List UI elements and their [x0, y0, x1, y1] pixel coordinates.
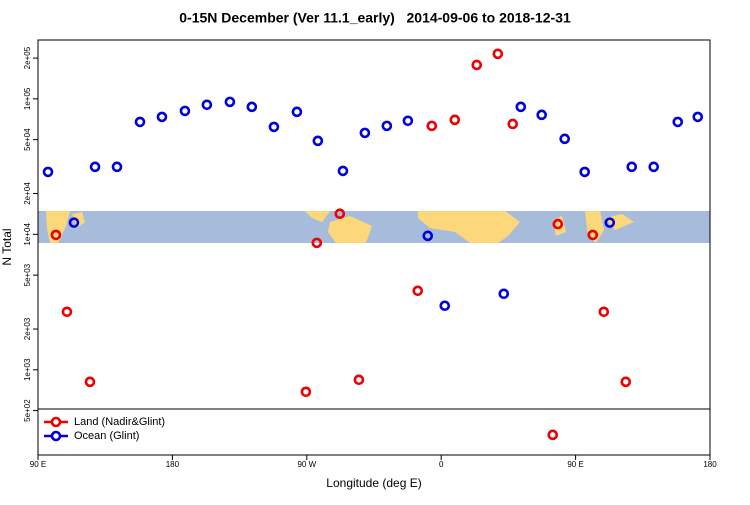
- y-tick-label: 1e+05: [23, 87, 32, 110]
- x-tick-label: 180: [166, 460, 180, 469]
- point: [61, 306, 73, 318]
- point: [334, 208, 346, 220]
- point: [626, 161, 638, 173]
- point: [498, 288, 510, 300]
- point: [426, 120, 438, 132]
- point: [134, 116, 146, 128]
- point: [587, 229, 599, 241]
- point: [648, 161, 660, 173]
- legend-marker: [50, 416, 62, 428]
- point: [381, 120, 393, 132]
- point: [337, 165, 349, 177]
- point: [359, 127, 371, 139]
- point: [68, 217, 80, 228]
- point: [620, 376, 632, 388]
- point: [300, 386, 312, 398]
- y-tick-label: 2e+03: [23, 317, 32, 340]
- point: [471, 59, 483, 71]
- point: [84, 376, 96, 388]
- y-tick-label: 5e+03: [23, 263, 32, 286]
- point: [449, 114, 461, 126]
- point: [515, 101, 527, 113]
- point: [156, 111, 168, 123]
- point: [311, 237, 323, 249]
- point: [536, 109, 548, 121]
- x-axis-label: Longitude (deg E): [326, 476, 421, 490]
- point: [312, 135, 324, 147]
- point: [50, 229, 62, 241]
- legend-marker: [50, 430, 62, 442]
- y-tick-label: 1e+03: [23, 358, 32, 381]
- y-tick-label: 1e+04: [23, 223, 32, 246]
- point: [201, 99, 213, 111]
- x-tick-label: 90 W: [297, 460, 316, 469]
- point: [692, 111, 704, 123]
- y-axis-label: N Total: [0, 228, 14, 265]
- point: [598, 306, 610, 318]
- point: [42, 166, 54, 178]
- point: [224, 96, 236, 108]
- y-tick-label: 5e+04: [23, 128, 32, 151]
- chart-title: 0-15N December (Ver 11.1_early) 2014-09-…: [179, 10, 571, 26]
- point: [268, 121, 280, 133]
- legend-label: Ocean (Glint): [74, 430, 139, 442]
- point: [507, 118, 519, 130]
- point: [439, 300, 451, 312]
- point: [402, 115, 414, 127]
- y-tick-label: 5e+02: [23, 399, 32, 422]
- x-tick-label: 90 E: [567, 460, 583, 469]
- x-tick-label: 0: [439, 460, 444, 469]
- point: [579, 166, 591, 178]
- point: [246, 101, 258, 113]
- plot-frame: [37, 39, 711, 456]
- legend-label: Land (Nadir&Glint): [74, 416, 165, 428]
- point: [547, 429, 559, 441]
- point: [89, 161, 101, 173]
- point: [552, 218, 564, 230]
- point: [672, 116, 684, 128]
- point: [291, 106, 303, 118]
- point: [492, 48, 504, 60]
- point: [179, 105, 191, 117]
- point: [422, 230, 434, 242]
- x-tick-label: 90 E: [30, 460, 46, 469]
- point: [111, 161, 123, 173]
- x-tick-label: 180: [703, 460, 717, 469]
- y-tick-label: 2e+05: [23, 46, 32, 69]
- point: [604, 217, 616, 228]
- point: [353, 374, 365, 386]
- y-tick-label: 2e+04: [23, 182, 32, 205]
- point: [559, 133, 570, 145]
- point: [412, 285, 424, 297]
